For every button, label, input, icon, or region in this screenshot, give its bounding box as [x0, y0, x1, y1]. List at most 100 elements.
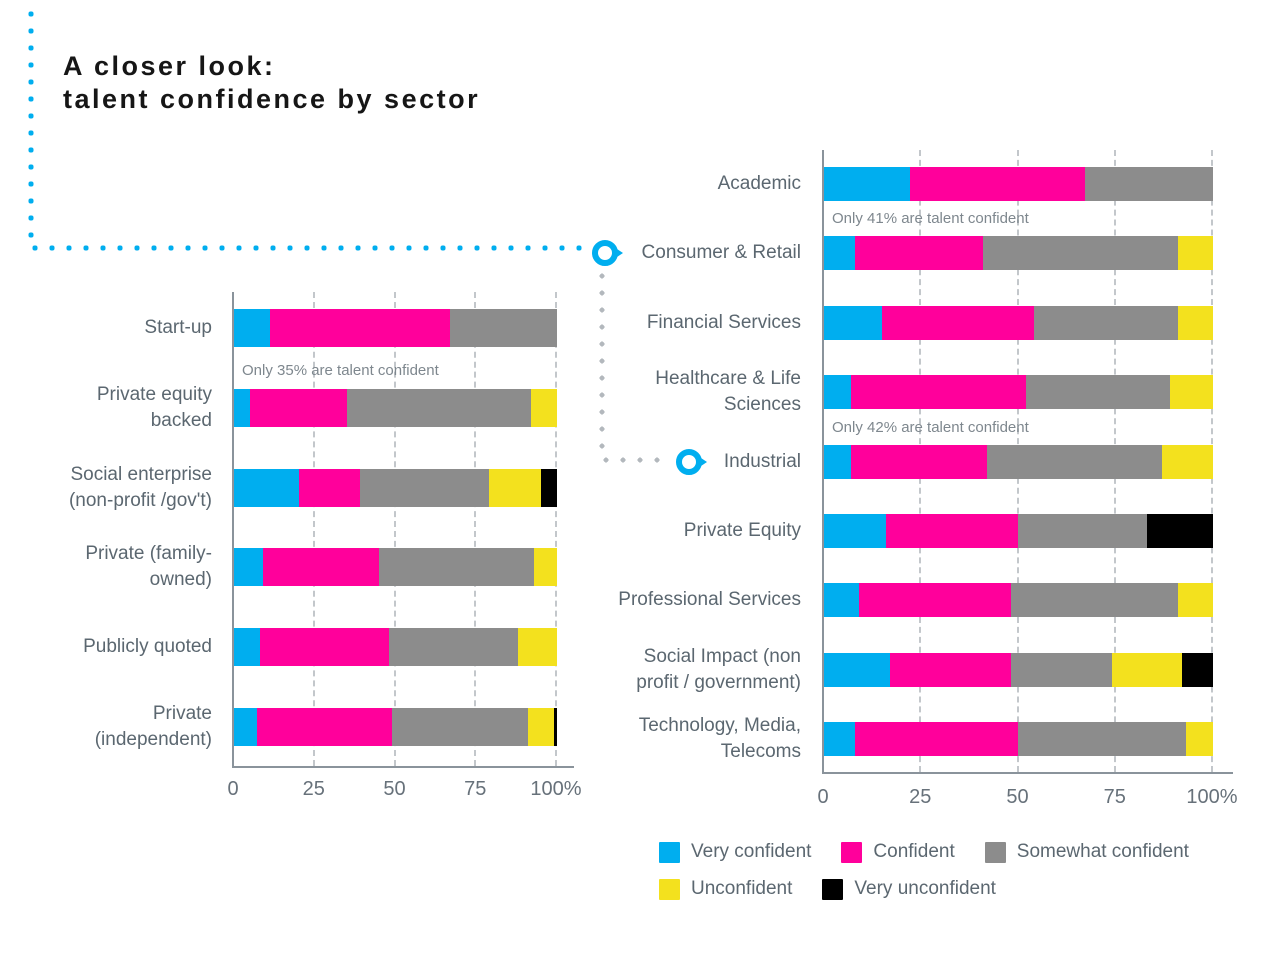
legend-label: Very unconfident [854, 878, 996, 899]
bar-segment-very-confident [234, 309, 270, 347]
bar-segment-unconfident [527, 708, 554, 746]
legend-swatch-very-confident-icon [659, 841, 680, 863]
bar-segment-confident [882, 305, 1035, 340]
bar-segment-unconfident [1177, 236, 1213, 271]
bar-segment-unconfident [531, 388, 557, 427]
bar-segment-somewhat-confident [1018, 514, 1147, 548]
axis-tick-label: 75 [464, 778, 487, 800]
bar-segment-very-confident [234, 468, 299, 507]
axis-tick-label: 0 [227, 778, 239, 800]
category-label: Private (family-owned) [85, 543, 212, 591]
bar-segment-very-unconfident [1181, 652, 1213, 687]
legend-swatch-very-unconfident-icon [822, 878, 844, 900]
legend-item-somewhat-confident: Somewhat confident [984, 841, 1189, 863]
bar-segment-very-confident [824, 167, 910, 201]
bar-segment-very-confident [234, 708, 257, 746]
bar-row [824, 236, 1213, 271]
legend-label: Very confident [691, 841, 812, 862]
y-axis-line [232, 292, 234, 768]
bar-row [234, 309, 557, 347]
bar-row [234, 468, 557, 507]
bar-row [824, 722, 1213, 757]
bar-segment-very-confident [234, 548, 264, 587]
legend-label: Somewhat confident [1016, 841, 1189, 862]
axis-tick-label: 0 [817, 786, 829, 808]
category-label: Start-up [144, 317, 212, 338]
category-label: Industrial [723, 450, 801, 472]
category-label: Private equity backed [96, 383, 212, 431]
bar-segment-confident [909, 167, 1085, 201]
page-title-line1: A closer look: [63, 51, 276, 81]
annotation-text: Only 41% are talent confident [832, 210, 1029, 228]
legend-item-very-confident: Very confident [659, 841, 811, 863]
annotation-text: Only 42% are talent confident [832, 418, 1029, 436]
bar-row [824, 305, 1213, 340]
gridline [555, 292, 557, 766]
callout-ring-industrial-icon [676, 449, 702, 475]
bar-segment-somewhat-confident [347, 388, 532, 427]
bar-segment-unconfident [489, 468, 541, 507]
bar-segment-somewhat-confident [1034, 305, 1178, 340]
legend-row: Unconfident Very unconfident [659, 878, 1026, 900]
legend-swatch-unconfident-icon [659, 878, 680, 900]
legend-item-very-unconfident: Very unconfident [822, 878, 996, 900]
bar-segment-very-confident [824, 652, 891, 687]
bar-segment-confident [890, 652, 1011, 687]
bar-segment-very-confident [824, 444, 852, 479]
bar-segment-very-confident [824, 236, 856, 271]
legend-swatch-somewhat-confident-icon [984, 841, 1006, 863]
bar-segment-somewhat-confident [389, 628, 519, 667]
legend-row: Very confident Confident Somewhat confiden… [659, 841, 1219, 863]
bar-segment-unconfident [1177, 583, 1213, 618]
category-label: Academic [717, 173, 801, 194]
bar-segment-unconfident [1177, 305, 1213, 340]
bar-segment-somewhat-confident [450, 309, 557, 347]
x-axis-line [232, 766, 574, 768]
category-label: Technology, Media, Telecoms [638, 715, 801, 763]
bar-row [824, 514, 1213, 548]
page-title-line2: talent confidence by sector [63, 84, 481, 114]
category-label: Private (independent) [94, 703, 212, 750]
bar-segment-very-unconfident [1146, 514, 1213, 548]
bar-segment-somewhat-confident [983, 236, 1178, 271]
bar-segment-somewhat-confident [987, 444, 1163, 479]
bar-segment-somewhat-confident [379, 548, 535, 587]
gridline [393, 292, 396, 766]
category-label: Professional Services [618, 589, 801, 611]
bar-segment-unconfident [1111, 652, 1182, 687]
bar-row [824, 583, 1213, 618]
bar-segment-very-confident [824, 583, 859, 618]
category-label: Consumer & Retail [641, 242, 801, 264]
bar-segment-somewhat-confident [1026, 375, 1171, 410]
bar-segment-very-unconfident [540, 468, 557, 507]
bar-segment-very-confident [824, 375, 852, 410]
bar-row [234, 628, 557, 667]
bar-segment-somewhat-confident [1010, 583, 1178, 618]
bar-segment-confident [298, 468, 360, 507]
category-label: Private Equity [683, 520, 801, 541]
bar-segment-very-confident [824, 722, 856, 757]
bar-segment-unconfident [518, 628, 557, 667]
bar-row [234, 708, 557, 746]
bar-row [824, 375, 1213, 410]
y-axis-line [822, 150, 824, 774]
bar-segment-confident [263, 548, 380, 587]
bar-segment-very-unconfident [553, 708, 557, 746]
bar-segment-confident [859, 583, 1011, 618]
bar-row [824, 652, 1213, 687]
bar-segment-confident [855, 236, 984, 271]
legend-label: Unconfident [691, 878, 793, 899]
category-label: Social Impact (non profit / government) [636, 645, 801, 693]
axis-tick-label: 50 [383, 778, 406, 800]
x-axis-line [822, 772, 1233, 774]
axis-tick-label: 25 [302, 778, 325, 800]
bar-row [234, 548, 557, 587]
bar-segment-unconfident [1170, 375, 1213, 410]
bar-row [824, 167, 1213, 201]
category-label: Financial Services [646, 311, 801, 333]
bar-segment-confident [851, 375, 1027, 410]
page-title: A closer look: talent confidence by sect… [63, 50, 480, 116]
legend-label: Confident [873, 841, 955, 862]
callout-ring-consumer-retail-icon [592, 240, 618, 266]
bar-segment-confident [250, 388, 348, 427]
